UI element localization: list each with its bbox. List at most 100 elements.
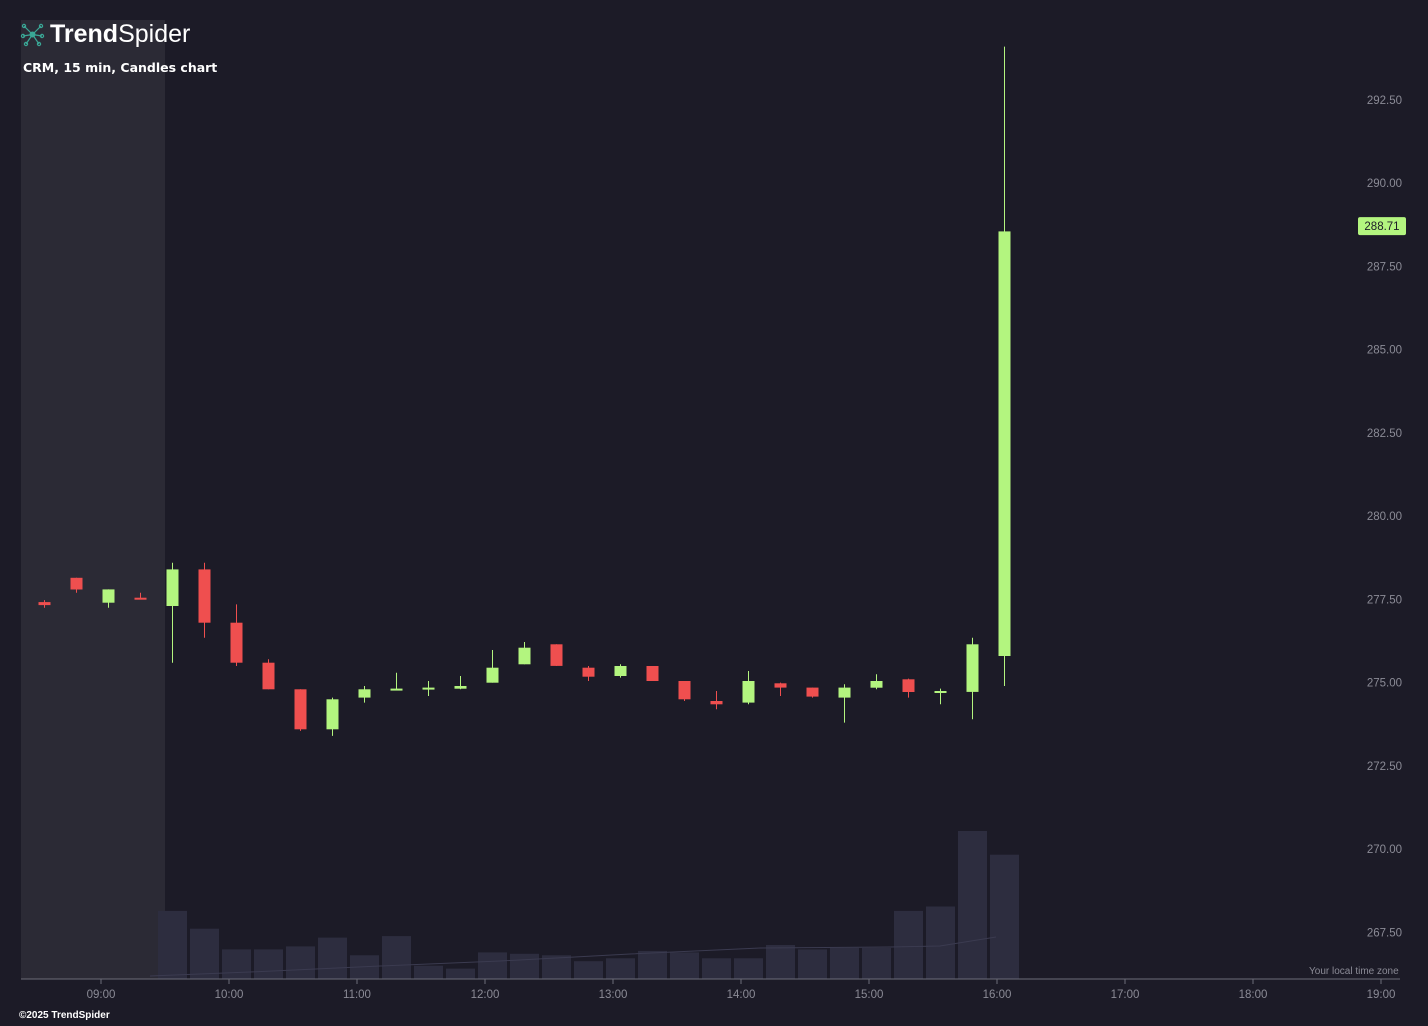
volume-bar: [286, 946, 315, 979]
volume-bar: [254, 949, 283, 979]
volume-bar: [478, 952, 507, 979]
y-tick-label: 290.00: [1367, 178, 1402, 190]
candle-body: [102, 589, 115, 603]
candle-down[interactable]: [710, 691, 723, 710]
candle-up[interactable]: [998, 46, 1011, 686]
volume-bar: [638, 950, 667, 979]
candle-up[interactable]: [870, 674, 883, 690]
volume-bar: [990, 854, 1019, 979]
candle-body: [134, 597, 147, 600]
candle-up[interactable]: [358, 686, 371, 703]
volume-bar: [830, 947, 859, 979]
candle-up[interactable]: [486, 650, 499, 683]
x-tick-label: 19:00: [1367, 989, 1396, 1001]
volume-bar: [222, 949, 251, 979]
candle-body: [358, 689, 371, 698]
y-tick-label: 275.00: [1367, 678, 1402, 690]
candle-down[interactable]: [550, 644, 563, 666]
volume-bar: [190, 928, 219, 979]
candle-up[interactable]: [838, 684, 851, 723]
brand-name-light: Spider: [118, 20, 191, 48]
volume-bar: [862, 947, 891, 979]
candle-up[interactable]: [422, 681, 435, 696]
y-tick-label: 292.50: [1367, 95, 1402, 107]
y-tick-label: 285.00: [1367, 345, 1402, 357]
candle-up[interactable]: [454, 676, 467, 690]
volume-bar: [158, 910, 187, 979]
volume-bar: [574, 961, 603, 979]
brand-logo[interactable]: Trend Spider: [19, 20, 190, 49]
volume-bar: [766, 945, 795, 979]
candle-body: [326, 699, 339, 730]
candle-down[interactable]: [262, 659, 275, 690]
x-tick-label: 16:00: [983, 989, 1012, 1001]
candle-body: [262, 662, 275, 690]
candle-body: [742, 681, 755, 703]
volume-bar: [414, 965, 443, 979]
current-price-badge: 288.71: [1358, 217, 1406, 236]
candle-body: [486, 667, 499, 683]
x-tick-label: 10:00: [215, 989, 244, 1001]
volume-bar: [318, 937, 347, 979]
candle-body: [838, 687, 851, 698]
candle-body: [166, 569, 179, 606]
volume-bar: [510, 953, 539, 979]
volume-average-line: [149, 936, 997, 977]
candle-body: [38, 602, 51, 606]
candle-down[interactable]: [902, 678, 915, 698]
candle-up[interactable]: [742, 671, 755, 705]
candle-body: [518, 647, 531, 665]
candle-body: [966, 644, 979, 692]
candle-down[interactable]: [646, 666, 659, 681]
candle-up[interactable]: [102, 589, 115, 608]
volume-bar: [958, 831, 987, 979]
volume-bar: [606, 958, 635, 979]
x-tick-label: 12:00: [471, 989, 500, 1001]
current-price-label: 288.71: [1364, 221, 1399, 233]
candle-down[interactable]: [294, 689, 307, 731]
volume-bar: [798, 949, 827, 979]
candle-body: [678, 681, 691, 700]
x-tick-label: 13:00: [599, 989, 628, 1001]
candle-down[interactable]: [230, 604, 243, 666]
candle-up[interactable]: [934, 688, 947, 705]
candle-body: [294, 689, 307, 730]
copyright-text: ©2025 TrendSpider: [19, 1010, 110, 1021]
volume-layer: [158, 831, 1019, 979]
volume-bar: [926, 906, 955, 979]
candle-body: [582, 667, 595, 677]
candle-body: [390, 688, 403, 691]
y-tick-label: 287.50: [1367, 261, 1402, 273]
candle-up[interactable]: [518, 642, 531, 665]
candle-down[interactable]: [198, 562, 211, 638]
x-tick-label: 14:00: [727, 989, 756, 1001]
candle-down[interactable]: [70, 577, 83, 593]
candle-down[interactable]: [582, 666, 595, 681]
candle-up[interactable]: [614, 664, 627, 678]
candle-down[interactable]: [774, 682, 787, 696]
candle-body: [998, 231, 1011, 656]
candle-up[interactable]: [326, 697, 339, 736]
candle-down[interactable]: [38, 600, 51, 608]
candle-down[interactable]: [806, 687, 819, 698]
timezone-note[interactable]: Your local time zone: [1309, 966, 1399, 977]
candle-body: [934, 691, 947, 693]
y-tick-label: 282.50: [1367, 428, 1402, 440]
volume-bar: [382, 936, 411, 979]
candle-down[interactable]: [678, 681, 691, 701]
candle-up[interactable]: [966, 637, 979, 720]
candle-body: [902, 679, 915, 692]
volume-bar: [670, 952, 699, 979]
chart-title: CRM, 15 min, Candles chart: [23, 60, 218, 75]
candle-body: [70, 577, 83, 590]
x-tick-label: 18:00: [1239, 989, 1268, 1001]
y-tick-label: 280.00: [1367, 511, 1402, 523]
candle-up[interactable]: [390, 672, 403, 691]
candle-body: [774, 683, 787, 688]
y-axis: 267.50 270.00 272.50 275.00 277.50 280.00 282.…: [1367, 95, 1402, 940]
candle-body: [198, 569, 211, 623]
candle-up[interactable]: [166, 562, 179, 663]
candle-down[interactable]: [134, 592, 147, 600]
